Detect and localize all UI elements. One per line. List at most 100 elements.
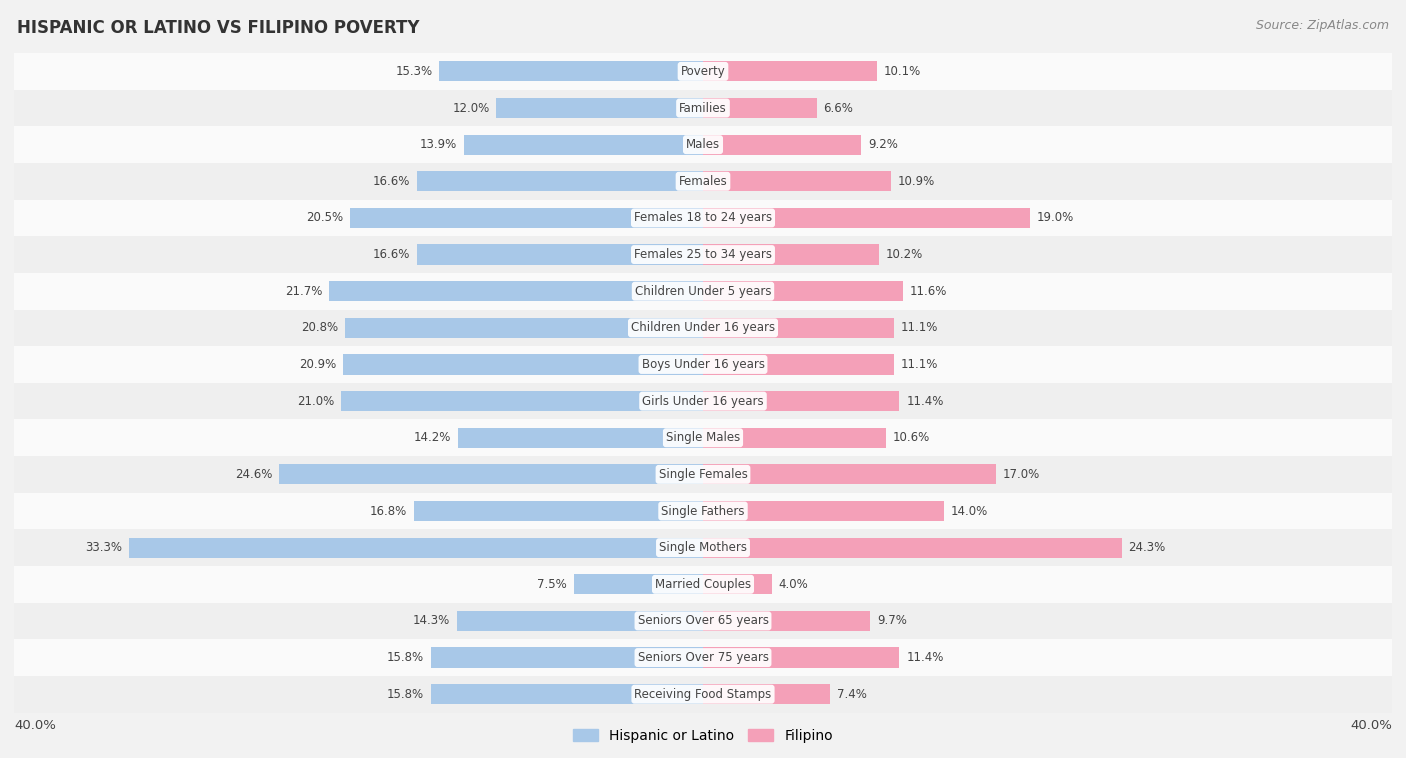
- Bar: [344, 318, 703, 338]
- Text: 11.4%: 11.4%: [907, 395, 943, 408]
- Text: Seniors Over 75 years: Seniors Over 75 years: [637, 651, 769, 664]
- Text: 6.6%: 6.6%: [824, 102, 853, 114]
- Text: 12.0%: 12.0%: [453, 102, 489, 114]
- Text: 13.9%: 13.9%: [419, 138, 457, 151]
- Bar: [413, 501, 703, 521]
- Bar: [14, 419, 1392, 456]
- Text: 9.2%: 9.2%: [869, 138, 898, 151]
- Text: 24.3%: 24.3%: [1129, 541, 1166, 554]
- Bar: [430, 647, 703, 668]
- Text: 40.0%: 40.0%: [14, 719, 56, 731]
- Text: Source: ZipAtlas.com: Source: ZipAtlas.com: [1256, 19, 1389, 32]
- Text: 10.2%: 10.2%: [886, 248, 922, 261]
- Text: 24.6%: 24.6%: [235, 468, 273, 481]
- Bar: [14, 127, 1392, 163]
- Text: Females 25 to 34 years: Females 25 to 34 years: [634, 248, 772, 261]
- Text: Poverty: Poverty: [681, 65, 725, 78]
- Bar: [14, 639, 1392, 676]
- Text: Females: Females: [679, 175, 727, 188]
- Text: 19.0%: 19.0%: [1038, 211, 1074, 224]
- Text: Single Fathers: Single Fathers: [661, 505, 745, 518]
- Text: Single Males: Single Males: [666, 431, 740, 444]
- Text: 11.6%: 11.6%: [910, 285, 948, 298]
- Bar: [430, 684, 703, 704]
- Bar: [440, 61, 703, 81]
- Bar: [457, 611, 703, 631]
- Bar: [14, 383, 1392, 419]
- Text: 7.5%: 7.5%: [537, 578, 567, 590]
- Text: 10.6%: 10.6%: [893, 431, 929, 444]
- Bar: [280, 465, 703, 484]
- Text: Married Couples: Married Couples: [655, 578, 751, 590]
- Text: 14.0%: 14.0%: [950, 505, 988, 518]
- Bar: [703, 611, 870, 631]
- Bar: [703, 465, 995, 484]
- Text: Males: Males: [686, 138, 720, 151]
- Bar: [14, 456, 1392, 493]
- Bar: [703, 208, 1031, 228]
- Text: Girls Under 16 years: Girls Under 16 years: [643, 395, 763, 408]
- Text: 11.4%: 11.4%: [907, 651, 943, 664]
- Bar: [14, 676, 1392, 713]
- Text: Children Under 16 years: Children Under 16 years: [631, 321, 775, 334]
- Text: 21.0%: 21.0%: [297, 395, 335, 408]
- Text: 14.2%: 14.2%: [415, 431, 451, 444]
- Bar: [329, 281, 703, 301]
- Text: 21.7%: 21.7%: [285, 285, 322, 298]
- Text: Single Mothers: Single Mothers: [659, 541, 747, 554]
- Bar: [14, 273, 1392, 309]
- Bar: [703, 61, 877, 81]
- Text: 10.9%: 10.9%: [897, 175, 935, 188]
- Bar: [14, 346, 1392, 383]
- Text: 11.1%: 11.1%: [901, 358, 938, 371]
- Bar: [703, 575, 772, 594]
- Bar: [14, 566, 1392, 603]
- Text: 9.7%: 9.7%: [877, 615, 907, 628]
- Bar: [418, 171, 703, 191]
- Bar: [496, 98, 703, 118]
- Text: 33.3%: 33.3%: [86, 541, 122, 554]
- Text: 16.8%: 16.8%: [370, 505, 406, 518]
- Bar: [343, 355, 703, 374]
- Text: Seniors Over 65 years: Seniors Over 65 years: [637, 615, 769, 628]
- Bar: [14, 603, 1392, 639]
- Bar: [703, 537, 1122, 558]
- Text: 15.3%: 15.3%: [395, 65, 433, 78]
- Bar: [14, 493, 1392, 529]
- Text: 16.6%: 16.6%: [373, 248, 411, 261]
- Legend: Hispanic or Latino, Filipino: Hispanic or Latino, Filipino: [568, 723, 838, 748]
- Bar: [342, 391, 703, 411]
- Bar: [418, 245, 703, 265]
- Bar: [703, 171, 891, 191]
- Bar: [129, 537, 703, 558]
- Text: 20.5%: 20.5%: [307, 211, 343, 224]
- Bar: [703, 684, 831, 704]
- Text: Receiving Food Stamps: Receiving Food Stamps: [634, 688, 772, 700]
- Text: 20.9%: 20.9%: [299, 358, 336, 371]
- Bar: [14, 53, 1392, 89]
- Text: 4.0%: 4.0%: [779, 578, 808, 590]
- Bar: [703, 98, 817, 118]
- Text: 17.0%: 17.0%: [1002, 468, 1040, 481]
- Text: 10.1%: 10.1%: [884, 65, 921, 78]
- Text: 15.8%: 15.8%: [387, 651, 425, 664]
- Bar: [703, 245, 879, 265]
- Bar: [14, 236, 1392, 273]
- Bar: [703, 281, 903, 301]
- Bar: [14, 163, 1392, 199]
- Bar: [464, 135, 703, 155]
- Text: Families: Families: [679, 102, 727, 114]
- Bar: [703, 355, 894, 374]
- Text: 7.4%: 7.4%: [838, 688, 868, 700]
- Text: Children Under 5 years: Children Under 5 years: [634, 285, 772, 298]
- Text: HISPANIC OR LATINO VS FILIPINO POVERTY: HISPANIC OR LATINO VS FILIPINO POVERTY: [17, 19, 419, 37]
- Text: Single Females: Single Females: [658, 468, 748, 481]
- Text: 15.8%: 15.8%: [387, 688, 425, 700]
- Bar: [703, 647, 900, 668]
- Bar: [14, 309, 1392, 346]
- Bar: [14, 89, 1392, 127]
- Text: Females 18 to 24 years: Females 18 to 24 years: [634, 211, 772, 224]
- Bar: [350, 208, 703, 228]
- Bar: [703, 501, 945, 521]
- Bar: [14, 199, 1392, 236]
